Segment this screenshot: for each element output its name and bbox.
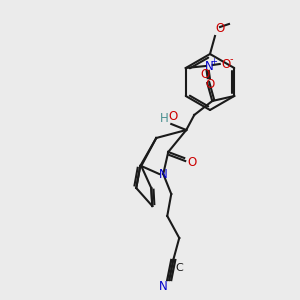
Text: O: O (188, 155, 197, 169)
Text: N: N (159, 280, 168, 292)
Text: O: O (169, 110, 178, 124)
Text: H: H (160, 112, 169, 124)
Text: N: N (204, 59, 213, 73)
Text: N: N (159, 167, 168, 181)
Text: -: - (230, 54, 233, 64)
Text: C: C (176, 263, 183, 273)
Text: +: + (210, 58, 217, 67)
Text: O: O (205, 77, 214, 91)
Text: O: O (215, 22, 225, 34)
Text: O: O (221, 58, 230, 70)
Text: O: O (201, 68, 210, 82)
